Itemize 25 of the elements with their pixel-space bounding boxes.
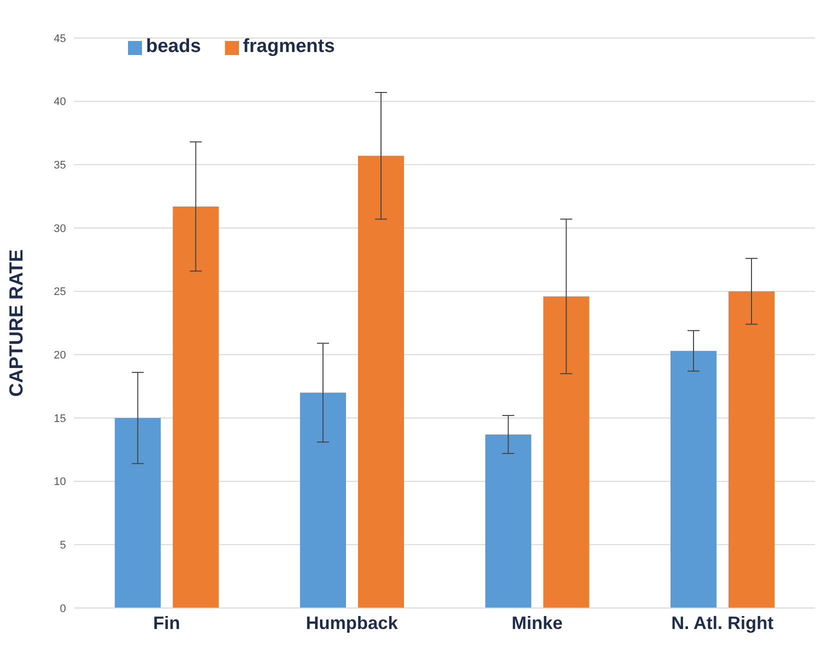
y-tick-label: 20 [54,350,66,362]
bar [300,392,346,608]
y-tick-label: 15 [54,412,66,425]
x-tick-label: Fin [153,612,180,633]
bar [485,434,532,608]
y-tick-label: 40 [54,96,66,108]
x-tick-label: Minke [512,612,563,633]
y-tick-label: 45 [54,32,66,45]
bar [728,291,775,608]
bar [358,156,404,608]
y-tick-label: 0 [60,602,66,615]
x-tick-label: N. Atl. Right [671,612,774,633]
bar [114,418,161,608]
legend-label: fragments [242,36,335,57]
x-tick-label: Humpback [306,612,399,633]
legend-label: beads [146,36,201,57]
y-tick-label: 30 [54,222,66,235]
y-axis-title: CAPTURE RATE [6,249,28,397]
y-tick-label: 10 [54,476,66,488]
y-tick-label: 35 [54,160,66,172]
bar [543,296,590,608]
bar [670,350,717,608]
bar [172,206,219,608]
y-tick-label: 25 [54,286,66,298]
y-tick-label: 5 [60,540,66,552]
